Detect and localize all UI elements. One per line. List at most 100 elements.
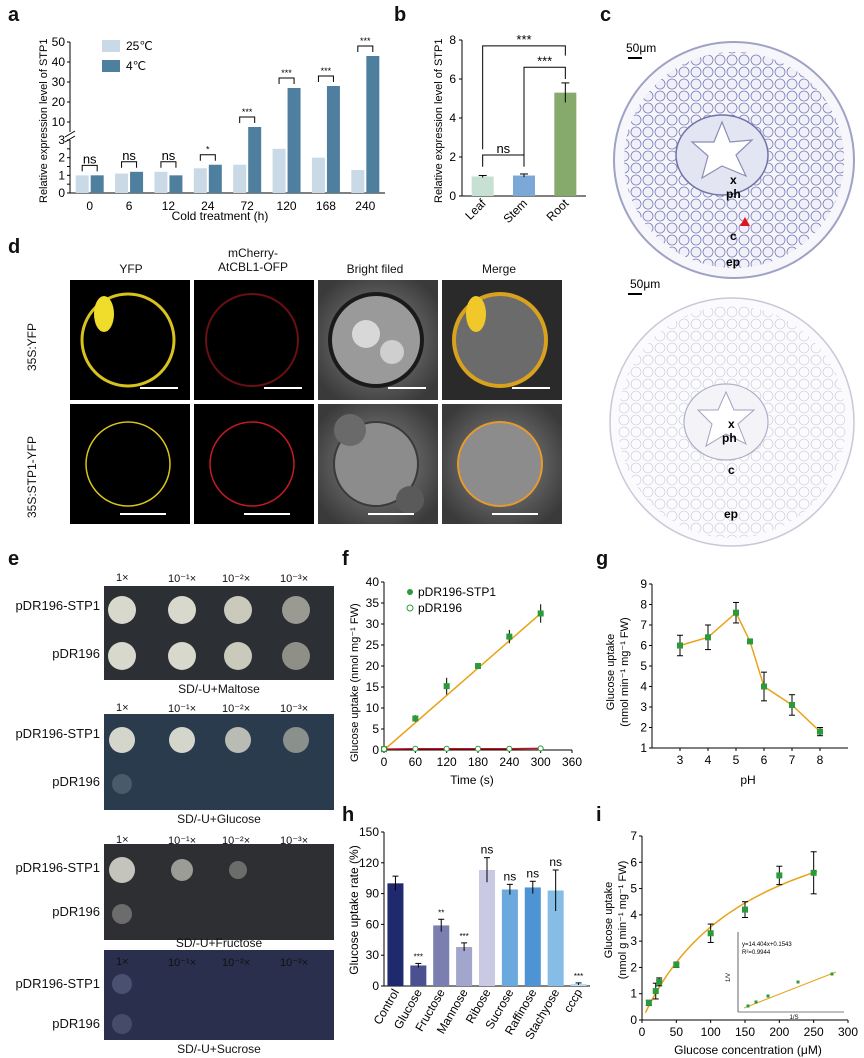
b-ytick-label: 8 xyxy=(449,33,456,47)
a-xtick-label: 168 xyxy=(316,199,336,213)
dil-10-2-d: 10⁻²× xyxy=(222,957,251,969)
inset-fit-line xyxy=(743,971,837,1009)
a-sig-bracket xyxy=(160,161,177,168)
f-point-empty xyxy=(381,746,387,753)
strain-label-empty-sucrose: pDR196 xyxy=(52,1016,100,1031)
i-xtick-label: 100 xyxy=(701,1025,721,1039)
chart-b-ylabel: Relative expression level of STP1 xyxy=(433,39,445,203)
chart-a-ylabel: Relative expression level of STP1 xyxy=(38,39,50,203)
panel-letter-a: a xyxy=(8,4,20,26)
i-point xyxy=(776,872,783,879)
g-point xyxy=(761,683,767,690)
a-bar-4c xyxy=(208,164,222,193)
a-ytick-label: 20 xyxy=(52,95,66,109)
inset-point xyxy=(766,994,770,998)
label-ph-bottom: ph xyxy=(722,431,737,445)
b-ytick-label: 0 xyxy=(449,189,456,203)
a-sig-bracket xyxy=(199,154,216,161)
i-point xyxy=(652,988,659,995)
inset-xlabel: 1/S xyxy=(789,1015,798,1021)
legend-label-4c: 4℃ xyxy=(126,59,146,73)
f-point-stp1 xyxy=(506,633,513,640)
h-bar xyxy=(433,925,450,986)
chart-a: Relative expression level of STP1 Cold t… xyxy=(38,35,385,223)
strain-label-stp1-fructose: pDR196-STP1 xyxy=(15,860,100,875)
legend-label-stp1: pDR196-STP1 xyxy=(418,585,496,599)
h-bar xyxy=(547,890,564,986)
a-sig-bracket xyxy=(81,164,98,172)
chart-a-xlabel: Cold treatment (h) xyxy=(172,209,269,223)
h-ytick-label: 60 xyxy=(366,917,380,931)
strain-label-empty-maltose: pDR196 xyxy=(52,646,100,661)
a-sig-bracket xyxy=(239,116,256,123)
h-sig-label: ns xyxy=(481,843,494,857)
g-ytick-label: 4 xyxy=(640,680,647,694)
f-xtick-label: 0 xyxy=(381,755,388,769)
label-c-bottom: c xyxy=(728,463,735,477)
panel-letter-d: d xyxy=(8,236,21,258)
dil-10-3-a: 10⁻³× xyxy=(280,573,309,585)
g-point xyxy=(705,634,711,641)
a-bar-25c xyxy=(193,168,207,193)
h-bar xyxy=(501,889,518,986)
legend-swatch-25c xyxy=(102,40,120,52)
h-ytick-label: 30 xyxy=(366,948,380,962)
panel-letter-c: c xyxy=(600,4,612,26)
g-ytick-label: 1 xyxy=(640,741,647,755)
dil-10-1-d: 10⁻¹× xyxy=(168,957,197,969)
h-ytick-label: 0 xyxy=(372,979,379,993)
legend-marker-stp1 xyxy=(407,589,413,595)
scale-bottom-label: 50μm xyxy=(630,277,660,291)
a-ytick-label: 1 xyxy=(58,168,65,182)
panel-letter-h: h xyxy=(342,804,355,826)
i-xtick-label: 150 xyxy=(735,1025,755,1039)
h-ytick-label: 90 xyxy=(366,887,380,901)
f-ytick-label: 35 xyxy=(366,596,380,610)
g-ytick-label: 7 xyxy=(640,618,647,632)
dil-1x-a: 1× xyxy=(116,572,129,584)
a-sig-bracket xyxy=(121,161,138,168)
a-bar-25c xyxy=(115,173,129,193)
a-sig-bracket xyxy=(317,75,334,82)
g-point xyxy=(789,701,795,708)
a-xtick-label: 6 xyxy=(126,199,133,213)
chart-f: Glucose uptake (nmol mg⁻¹ FW) Time (s) p… xyxy=(349,575,582,787)
dil-10-1-a: 10⁻¹× xyxy=(168,573,197,585)
g-ytick-label: 8 xyxy=(640,598,647,612)
inset-equation: y=14.404x+0.1543 xyxy=(742,942,792,948)
g-ytick-label: 5 xyxy=(640,659,647,673)
f-xtick-label: 240 xyxy=(499,755,519,769)
i-ytick-label: 2 xyxy=(630,960,637,974)
f-ytick-label: 25 xyxy=(366,638,380,652)
stained-section xyxy=(613,41,855,279)
f-xtick-label: 120 xyxy=(437,755,457,769)
i-point xyxy=(707,930,714,937)
strain-label-stp1-sucrose: pDR196-STP1 xyxy=(15,976,100,991)
label-x-top: x xyxy=(730,173,737,187)
f-xtick-label: 60 xyxy=(409,755,423,769)
dil-10-1-b: 10⁻¹× xyxy=(168,703,197,715)
h-sig-label: ns xyxy=(549,855,562,869)
f-ytick-label: 30 xyxy=(366,617,380,631)
plate-sucrose xyxy=(104,950,334,1040)
i-ytick-label: 7 xyxy=(630,829,637,843)
h-sig-label: ** xyxy=(438,908,444,917)
a-break-mark xyxy=(64,135,76,143)
i-ytick-label: 5 xyxy=(630,882,637,896)
i-ytick-label: 0 xyxy=(630,1013,637,1027)
label-ep-bottom: ep xyxy=(724,507,738,521)
h-bar xyxy=(478,869,496,986)
f-point-stp1 xyxy=(537,610,544,617)
i-ytick-label: 4 xyxy=(630,908,637,922)
inset-point xyxy=(754,1000,758,1004)
h-sig-label: *** xyxy=(459,932,468,941)
i-point xyxy=(645,999,652,1006)
chart-i-ylabel-1: Glucose uptake xyxy=(603,882,615,958)
b-xtick-label: Leaf xyxy=(462,196,489,223)
strain-label-stp1-glucose: pDR196-STP1 xyxy=(15,726,100,741)
row-label-35s-yfp: 35S:YFP xyxy=(25,322,39,372)
a-bar-25c xyxy=(311,157,325,193)
a-ytick-label: 3 xyxy=(58,133,65,147)
g-xtick-label: 3 xyxy=(677,753,684,767)
dil-1x-d: 1× xyxy=(116,956,129,968)
